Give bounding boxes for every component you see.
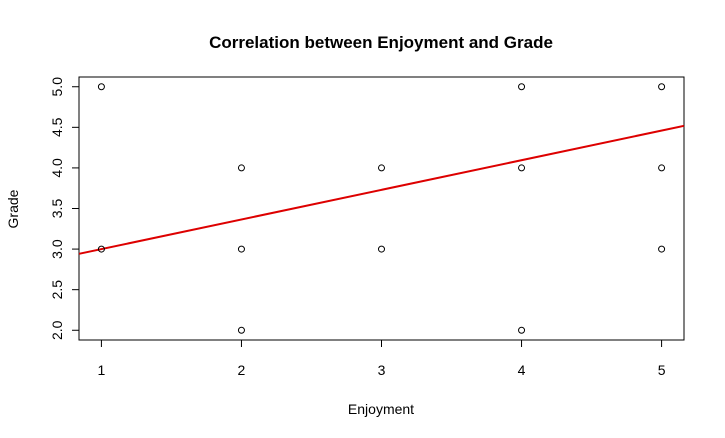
data-point (658, 164, 666, 172)
y-tick-label: 3.0 (49, 239, 65, 259)
data-point (237, 245, 245, 253)
points-layer (97, 83, 666, 334)
chart-title: Correlation between Enjoyment and Grade (209, 33, 553, 52)
x-tick-label: 5 (658, 362, 666, 378)
data-point (658, 245, 666, 253)
y-tick-label: 5.0 (49, 77, 65, 97)
data-point (237, 164, 245, 172)
plot-frame (78, 76, 685, 341)
data-point (518, 326, 526, 334)
x-tick-label: 1 (98, 362, 106, 378)
y-tick-label: 4.5 (49, 117, 65, 137)
x-axis-label: Enjoyment (348, 401, 414, 417)
x-tick-label: 2 (238, 362, 246, 378)
data-point (237, 326, 245, 334)
data-point (97, 83, 105, 91)
y-tick-label: 4.0 (49, 158, 65, 178)
y-axis-label: Grade (5, 189, 21, 228)
x-tick-label: 4 (518, 362, 526, 378)
data-point (378, 164, 385, 172)
data-point (378, 245, 385, 253)
data-point (97, 245, 105, 253)
x-axis: 1 2 3 4 5 (98, 339, 666, 378)
x-tick-label: 3 (378, 362, 386, 378)
data-point (518, 83, 526, 91)
regression-line (78, 124, 685, 255)
y-tick-label: 2.5 (49, 280, 65, 300)
y-tick-label: 2.0 (49, 320, 65, 340)
y-tick-label: 3.5 (49, 199, 65, 219)
regression-line-layer (78, 124, 685, 255)
y-axis: 2.0 2.5 3.0 3.5 4.0 4.5 5.0 (49, 77, 80, 340)
data-point (518, 164, 526, 172)
data-point (658, 83, 666, 91)
